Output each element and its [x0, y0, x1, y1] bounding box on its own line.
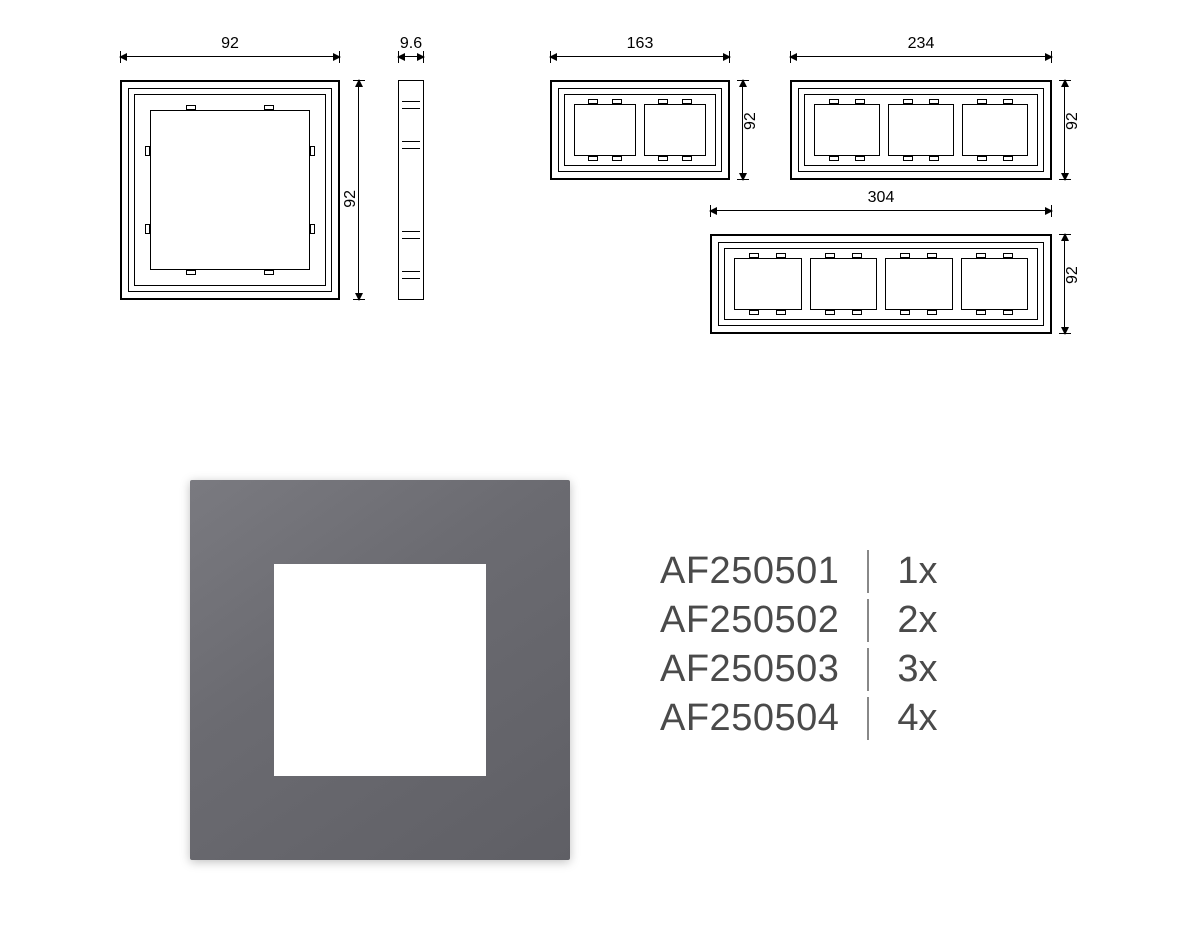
dim-single-height: 92 — [358, 80, 359, 300]
dim-quad-height: 92 — [1064, 234, 1065, 334]
module-slot — [888, 104, 954, 156]
dim-single-depth: 9.6 — [398, 56, 424, 57]
module-slot — [734, 258, 802, 310]
dim-quad-width: 304 — [710, 210, 1052, 211]
sku-qty: 2x — [869, 599, 937, 642]
sku-code: AF250501 — [660, 550, 869, 593]
dim-double-height: 92 — [742, 80, 743, 180]
dim-triple-width: 234 — [790, 56, 1052, 57]
sku-qty: 1x — [869, 550, 937, 593]
dim-label: 92 — [120, 35, 340, 53]
sku-code: AF250504 — [660, 697, 869, 740]
sku-qty: 4x — [869, 697, 937, 740]
dim-label: 9.6 — [398, 35, 424, 53]
page: 92 92 9.6 — [0, 0, 1200, 933]
dim-triple-height: 92 — [1064, 80, 1065, 180]
dim-label: 92 — [742, 112, 760, 130]
dim-double-width: 163 — [550, 56, 730, 57]
dim-label: 163 — [550, 35, 730, 53]
frame-2x — [550, 80, 730, 180]
dim-label: 304 — [710, 189, 1052, 207]
dim-label: 92 — [1064, 266, 1082, 284]
technical-drawings: 92 92 9.6 — [120, 80, 1140, 420]
sku-code: AF250502 — [660, 599, 869, 642]
frame-1x-front — [120, 80, 340, 300]
sku-qty: 3x — [869, 648, 937, 691]
module-slot — [644, 104, 706, 156]
module-slot — [885, 258, 953, 310]
frame-3x — [790, 80, 1052, 180]
module-slot — [810, 258, 878, 310]
dim-single-width: 92 — [120, 56, 340, 57]
module-slot — [814, 104, 880, 156]
module-slot — [574, 104, 636, 156]
module-slot — [150, 110, 310, 270]
product-render — [190, 480, 570, 860]
dim-label: 234 — [790, 35, 1052, 53]
product-cutout — [274, 564, 487, 777]
module-slot — [962, 104, 1028, 156]
sku-table: AF250501 1x AF250502 2x AF250503 3x AF25… — [660, 550, 938, 740]
dim-label: 92 — [342, 190, 360, 208]
sku-code: AF250503 — [660, 648, 869, 691]
dim-label: 92 — [1064, 112, 1082, 130]
frame-1x-side — [398, 80, 424, 300]
module-slot — [961, 258, 1029, 310]
frame-4x — [710, 234, 1052, 334]
